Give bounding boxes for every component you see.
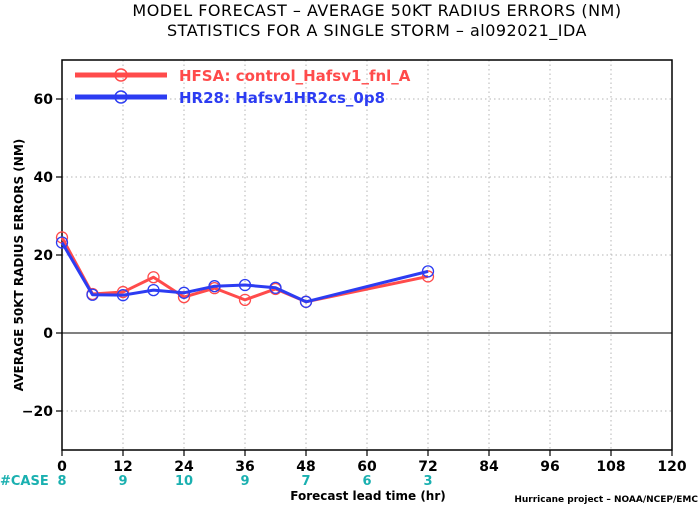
y-tick-label: −20 xyxy=(22,404,53,420)
data-point xyxy=(116,289,130,302)
series-layer xyxy=(55,231,435,308)
y-tick-label: 20 xyxy=(34,248,54,264)
x-tick-labels: 0 12 24 36 48 60 72 84 96 108 120 xyxy=(57,450,687,475)
x-axis-label: Forecast lead time (hr) xyxy=(290,489,446,503)
data-point xyxy=(269,281,282,294)
case-count: 10 xyxy=(175,474,193,489)
series-line xyxy=(60,241,429,304)
chart-title: MODEL FORECAST – AVERAGE 50KT RADIUS ERR… xyxy=(132,1,621,20)
case-count: 7 xyxy=(301,474,310,489)
x-tick-label: 96 xyxy=(540,459,559,475)
legend-marker xyxy=(114,68,128,82)
data-point xyxy=(208,280,221,293)
data-point xyxy=(55,236,69,249)
x-tick-label: 60 xyxy=(357,459,377,475)
case-count: 9 xyxy=(118,474,127,489)
data-point xyxy=(147,283,160,297)
case-label: #CASE xyxy=(0,474,49,489)
legend-marker xyxy=(114,90,128,104)
chart-subtitle: STATISTICS FOR A SINGLE STORM – al092021… xyxy=(167,21,587,41)
x-tick-label: 12 xyxy=(113,459,132,475)
y-tick-label: 60 xyxy=(34,92,54,108)
x-tick-label: 36 xyxy=(235,459,254,475)
x-tick-label: 72 xyxy=(418,459,437,475)
x-tick-label: 120 xyxy=(657,459,686,475)
case-count: 3 xyxy=(423,474,432,489)
data-point xyxy=(177,286,191,299)
x-tick-label: 108 xyxy=(596,459,625,475)
series-2 xyxy=(55,236,435,308)
grid-lines xyxy=(62,60,672,450)
legend: HFSA: control_Hafsv1_fnl_A HR28: Hafsv1HR… xyxy=(75,67,411,107)
data-point xyxy=(86,288,99,301)
x-tick-label: 0 xyxy=(57,459,67,475)
y-tick-labels: −20 0 20 40 60 xyxy=(22,92,62,420)
data-point xyxy=(421,265,435,278)
y-tick-label: 40 xyxy=(34,170,54,186)
x-tick-label: 84 xyxy=(479,459,499,475)
case-count: 9 xyxy=(240,474,249,489)
legend-label: HR28: Hafsv1HR2cs_0p8 xyxy=(179,89,385,107)
case-count: 8 xyxy=(57,474,66,489)
x-tick-label: 24 xyxy=(174,459,194,475)
y-axis-label: AVERAGE 50KT RADIUS ERRORS (NM) xyxy=(12,139,26,391)
data-point xyxy=(238,293,252,307)
data-point xyxy=(147,271,160,284)
data-point xyxy=(116,285,130,299)
x-tick-label: 48 xyxy=(296,459,315,475)
data-point xyxy=(238,278,252,292)
data-point xyxy=(421,270,435,283)
legend-label: HFSA: control_Hafsv1_fnl_A xyxy=(179,67,411,85)
case-count: 6 xyxy=(362,474,371,489)
credit-text: Hurricane project – NOAA/NCEP/EMC xyxy=(514,495,698,505)
case-counts: 8 9 10 9 7 6 3 xyxy=(57,474,432,489)
y-tick-label: 0 xyxy=(43,326,53,342)
data-point xyxy=(299,295,313,308)
